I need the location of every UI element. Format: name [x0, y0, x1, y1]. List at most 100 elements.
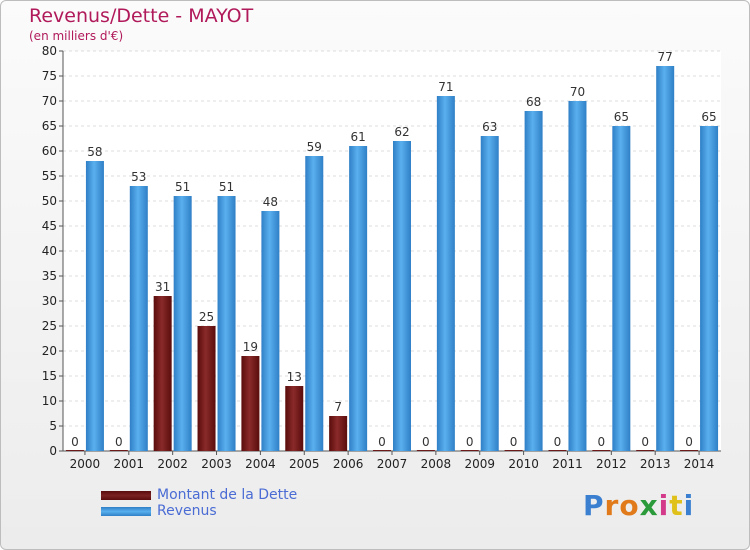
data-label-revenus: 68 — [526, 95, 541, 109]
bar-revenus — [700, 126, 719, 451]
data-label-revenus: 63 — [482, 120, 497, 134]
y-tick-label: 70 — [42, 94, 57, 108]
data-label-dette: 0 — [422, 435, 430, 449]
y-tick-label: 25 — [42, 319, 57, 333]
bar-revenus — [85, 161, 104, 451]
bar-dette — [109, 450, 128, 451]
data-label-dette: 0 — [598, 435, 606, 449]
bar-dette — [153, 296, 172, 451]
bar-revenus — [305, 156, 324, 451]
data-label-dette: 0 — [685, 435, 693, 449]
data-label-revenus: 51 — [219, 180, 234, 194]
bar-revenus — [436, 96, 455, 451]
bar-revenus — [261, 211, 280, 451]
bar-revenus — [217, 196, 236, 451]
y-tick-label: 10 — [42, 394, 57, 408]
y-tick-label: 50 — [42, 194, 57, 208]
data-label-dette: 0 — [554, 435, 562, 449]
bar-revenus — [349, 146, 368, 451]
data-label-dette: 0 — [641, 435, 649, 449]
bar-revenus — [612, 126, 631, 451]
x-tick-label: 2004 — [245, 457, 276, 471]
x-tick-label: 2003 — [201, 457, 232, 471]
x-tick-label: 2007 — [377, 457, 408, 471]
y-tick-label: 20 — [42, 344, 57, 358]
legend-swatch-revenus — [101, 506, 151, 516]
x-tick-label: 2010 — [508, 457, 539, 471]
logo-letter: o — [619, 489, 640, 522]
y-tick-label: 75 — [42, 69, 57, 83]
logo-letter: P — [583, 489, 605, 522]
y-tick-label: 0 — [49, 444, 57, 458]
chart-subtitle: (en milliers d'€) — [29, 29, 124, 43]
x-tick-label: 2008 — [421, 457, 452, 471]
bar-revenus — [524, 111, 543, 451]
data-label-revenus: 71 — [438, 80, 453, 94]
bar-dette — [460, 450, 479, 451]
logo-letter: x — [639, 489, 659, 522]
data-label-revenus: 77 — [658, 50, 673, 64]
bar-revenus — [568, 101, 587, 451]
data-label-dette: 7 — [334, 400, 342, 414]
data-label-revenus: 58 — [87, 145, 102, 159]
x-tick-label: 2000 — [70, 457, 101, 471]
y-tick-label: 40 — [42, 244, 57, 258]
data-label-revenus: 65 — [701, 110, 716, 124]
logo-letter: i — [683, 489, 695, 522]
data-label-dette: 0 — [115, 435, 123, 449]
bar-revenus — [656, 66, 675, 451]
legend-label-dette: Montant de la Dette — [157, 487, 298, 503]
data-label-dette: 0 — [378, 435, 386, 449]
bar-dette — [416, 450, 435, 451]
x-tick-label: 2014 — [684, 457, 715, 471]
chart-title: Revenus/Dette - MAYOT — [29, 5, 254, 27]
bar-dette — [65, 450, 84, 451]
proxiti-logo[interactable]: Proxiti — [583, 489, 694, 522]
data-label-dette: 0 — [510, 435, 518, 449]
bar-dette — [680, 450, 699, 451]
bar-revenus — [393, 141, 411, 451]
y-tick-label: 80 — [42, 44, 57, 58]
y-tick-label: 35 — [42, 269, 57, 283]
legend-item-dette[interactable]: Montant de la Dette — [101, 487, 297, 503]
data-label-revenus: 70 — [570, 85, 585, 99]
bar-dette — [504, 450, 523, 451]
x-tick-label: 2001 — [114, 457, 145, 471]
data-label-dette: 25 — [199, 310, 214, 324]
data-label-revenus: 48 — [263, 195, 278, 209]
data-label-revenus: 53 — [131, 170, 146, 184]
y-tick-label: 65 — [42, 119, 57, 133]
bar-dette — [285, 386, 304, 451]
legend-swatch-dette — [101, 490, 151, 500]
logo-letter: t — [669, 489, 684, 522]
data-label-revenus: 59 — [307, 140, 322, 154]
y-tick-label: 30 — [42, 294, 57, 308]
data-label-revenus: 51 — [175, 180, 190, 194]
logo-letter: r — [604, 489, 620, 522]
legend-label-revenus: Revenus — [157, 503, 217, 519]
bar-dette — [592, 450, 611, 451]
bar-revenus — [480, 136, 499, 451]
bar-dette — [241, 356, 260, 451]
y-tick-label: 55 — [42, 169, 57, 183]
logo-letter: i — [658, 489, 670, 522]
legend-item-revenus[interactable]: Revenus — [101, 503, 297, 519]
data-label-dette: 31 — [155, 280, 170, 294]
bar-dette — [373, 450, 391, 451]
data-label-dette: 19 — [243, 340, 258, 354]
y-tick-label: 45 — [42, 219, 57, 233]
x-tick-label: 2012 — [596, 457, 627, 471]
x-tick-label: 2013 — [640, 457, 671, 471]
y-tick-label: 5 — [49, 419, 57, 433]
data-label-revenus: 61 — [350, 130, 365, 144]
data-label-revenus: 65 — [614, 110, 629, 124]
x-tick-label: 2002 — [157, 457, 188, 471]
y-tick-label: 60 — [42, 144, 57, 158]
data-label-revenus: 62 — [394, 125, 409, 139]
bar-dette — [329, 416, 348, 451]
bar-dette — [548, 450, 567, 451]
data-label-dette: 0 — [466, 435, 474, 449]
bar-revenus — [173, 196, 192, 451]
